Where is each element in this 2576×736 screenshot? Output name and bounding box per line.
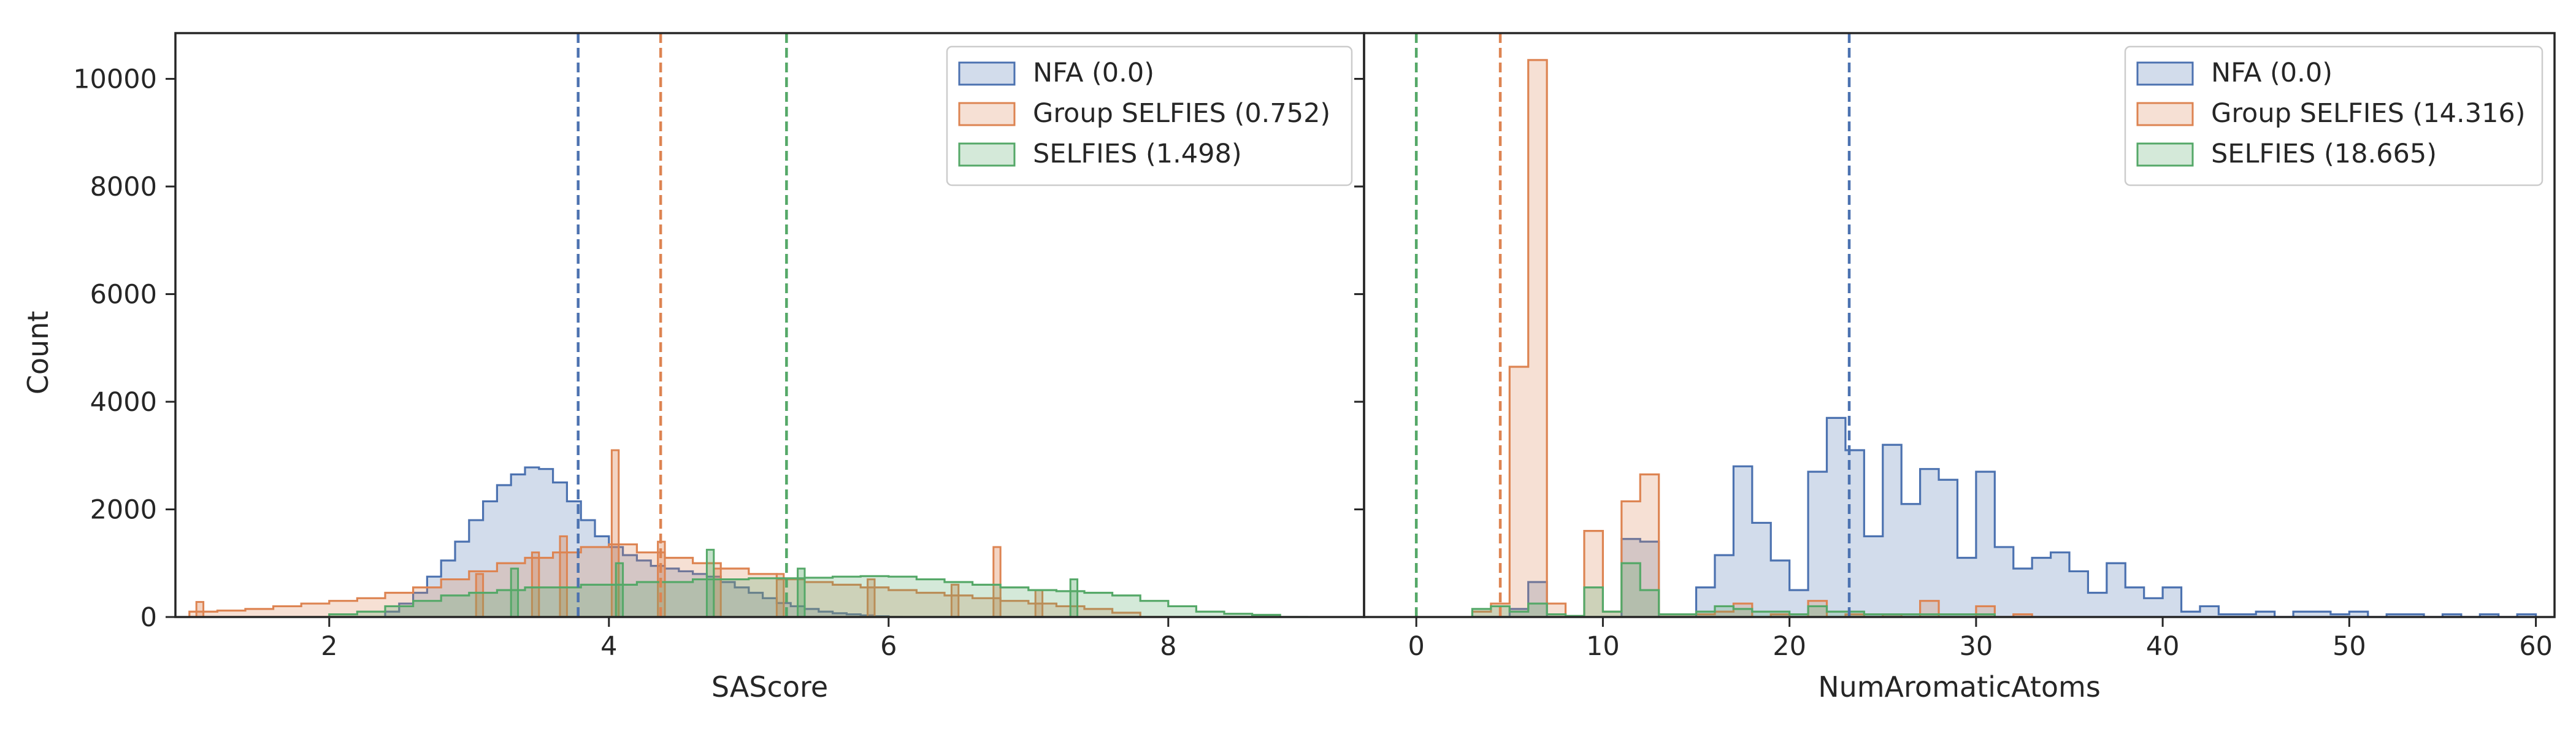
histogram-series-0 — [1472, 416, 2537, 617]
y-tick-label: 2000 — [90, 495, 157, 526]
legend-swatch — [2136, 61, 2194, 86]
histogram-series-2 — [1471, 562, 1996, 617]
histogram-spike — [705, 548, 715, 617]
x-tick-label: 2 — [321, 631, 337, 662]
y-tick-label: 10000 — [73, 64, 157, 95]
histogram-spike — [610, 449, 620, 617]
x-tick-label: 8 — [1160, 631, 1176, 662]
histogram-series-1 — [188, 543, 1168, 617]
x-tick-label: 20 — [1773, 631, 1806, 662]
legend-swatch — [2136, 102, 2194, 126]
x-tick-label: 30 — [1960, 631, 1993, 662]
legend-swatch — [958, 142, 1016, 167]
histogram-spike — [475, 573, 485, 617]
legend-swatch — [2136, 142, 2194, 167]
x-axis-label: SAScore — [711, 670, 828, 703]
histogram-series-0 — [384, 466, 903, 617]
plot-area — [1414, 33, 2537, 617]
histogram-series-1 — [1471, 59, 2033, 617]
y-tick-label: 6000 — [90, 280, 157, 310]
right-panel-aromatic-atoms: 0 10 20 30 40 50 60 NumAromaticAtoms NFA (0.0) Gr… — [1354, 32, 2556, 703]
x-axis-label: NumAromaticAtoms — [1818, 670, 2101, 703]
legend-entry-label: NFA (0.0) — [1033, 58, 1154, 88]
histogram-spike — [797, 567, 806, 617]
legend-entry-label: Group SELFIES (14.316) — [2211, 98, 2526, 129]
left-panel-saScore: 2 4 6 8 0 2000 4000 6000 8000 10000 SAScore NFA (0.… — [73, 32, 1365, 703]
legend: NFA (0.0) Group SELFIES (0.752) SELFIES (1… — [946, 45, 1353, 186]
legend-box — [946, 45, 1353, 186]
histogram-series-2 — [328, 575, 1308, 617]
legend: NFA (0.0) Group SELFIES (14.316) SELFIES (… — [2124, 45, 2543, 186]
shared-y-axis-label: Count — [21, 311, 55, 395]
x-tick-label: 0 — [1408, 631, 1425, 662]
legend-entry-label: SELFIES (1.498) — [1033, 139, 1242, 169]
y-tick-label: 4000 — [90, 387, 157, 418]
y-tick-label: 0 — [140, 602, 157, 633]
x-tick-label: 60 — [2519, 631, 2553, 662]
histogram-spike — [195, 600, 205, 617]
axes-frame — [1363, 32, 2556, 618]
legend-swatch — [958, 102, 1016, 126]
plot-area — [188, 33, 1308, 617]
histogram-spike — [775, 573, 785, 617]
y-tick-label: 8000 — [90, 172, 157, 202]
legend-entry-label: NFA (0.0) — [2211, 58, 2333, 88]
histogram-spike — [1069, 578, 1079, 617]
legend-box — [2124, 45, 2543, 186]
histogram-spike — [950, 583, 960, 617]
legend-entry-label: SELFIES (18.665) — [2211, 139, 2437, 169]
x-tick-label: 10 — [1586, 631, 1620, 662]
histogram-spike — [992, 546, 1002, 617]
histogram-spike — [615, 562, 624, 617]
x-tick-label: 40 — [2146, 631, 2180, 662]
x-tick-label: 6 — [880, 631, 897, 662]
histogram-spike — [510, 567, 519, 617]
x-tick-label: 50 — [2333, 631, 2366, 662]
legend-entry-label: Group SELFIES (0.752) — [1033, 98, 1330, 129]
x-tick-label: 4 — [600, 631, 617, 662]
legend-swatch — [958, 61, 1016, 86]
